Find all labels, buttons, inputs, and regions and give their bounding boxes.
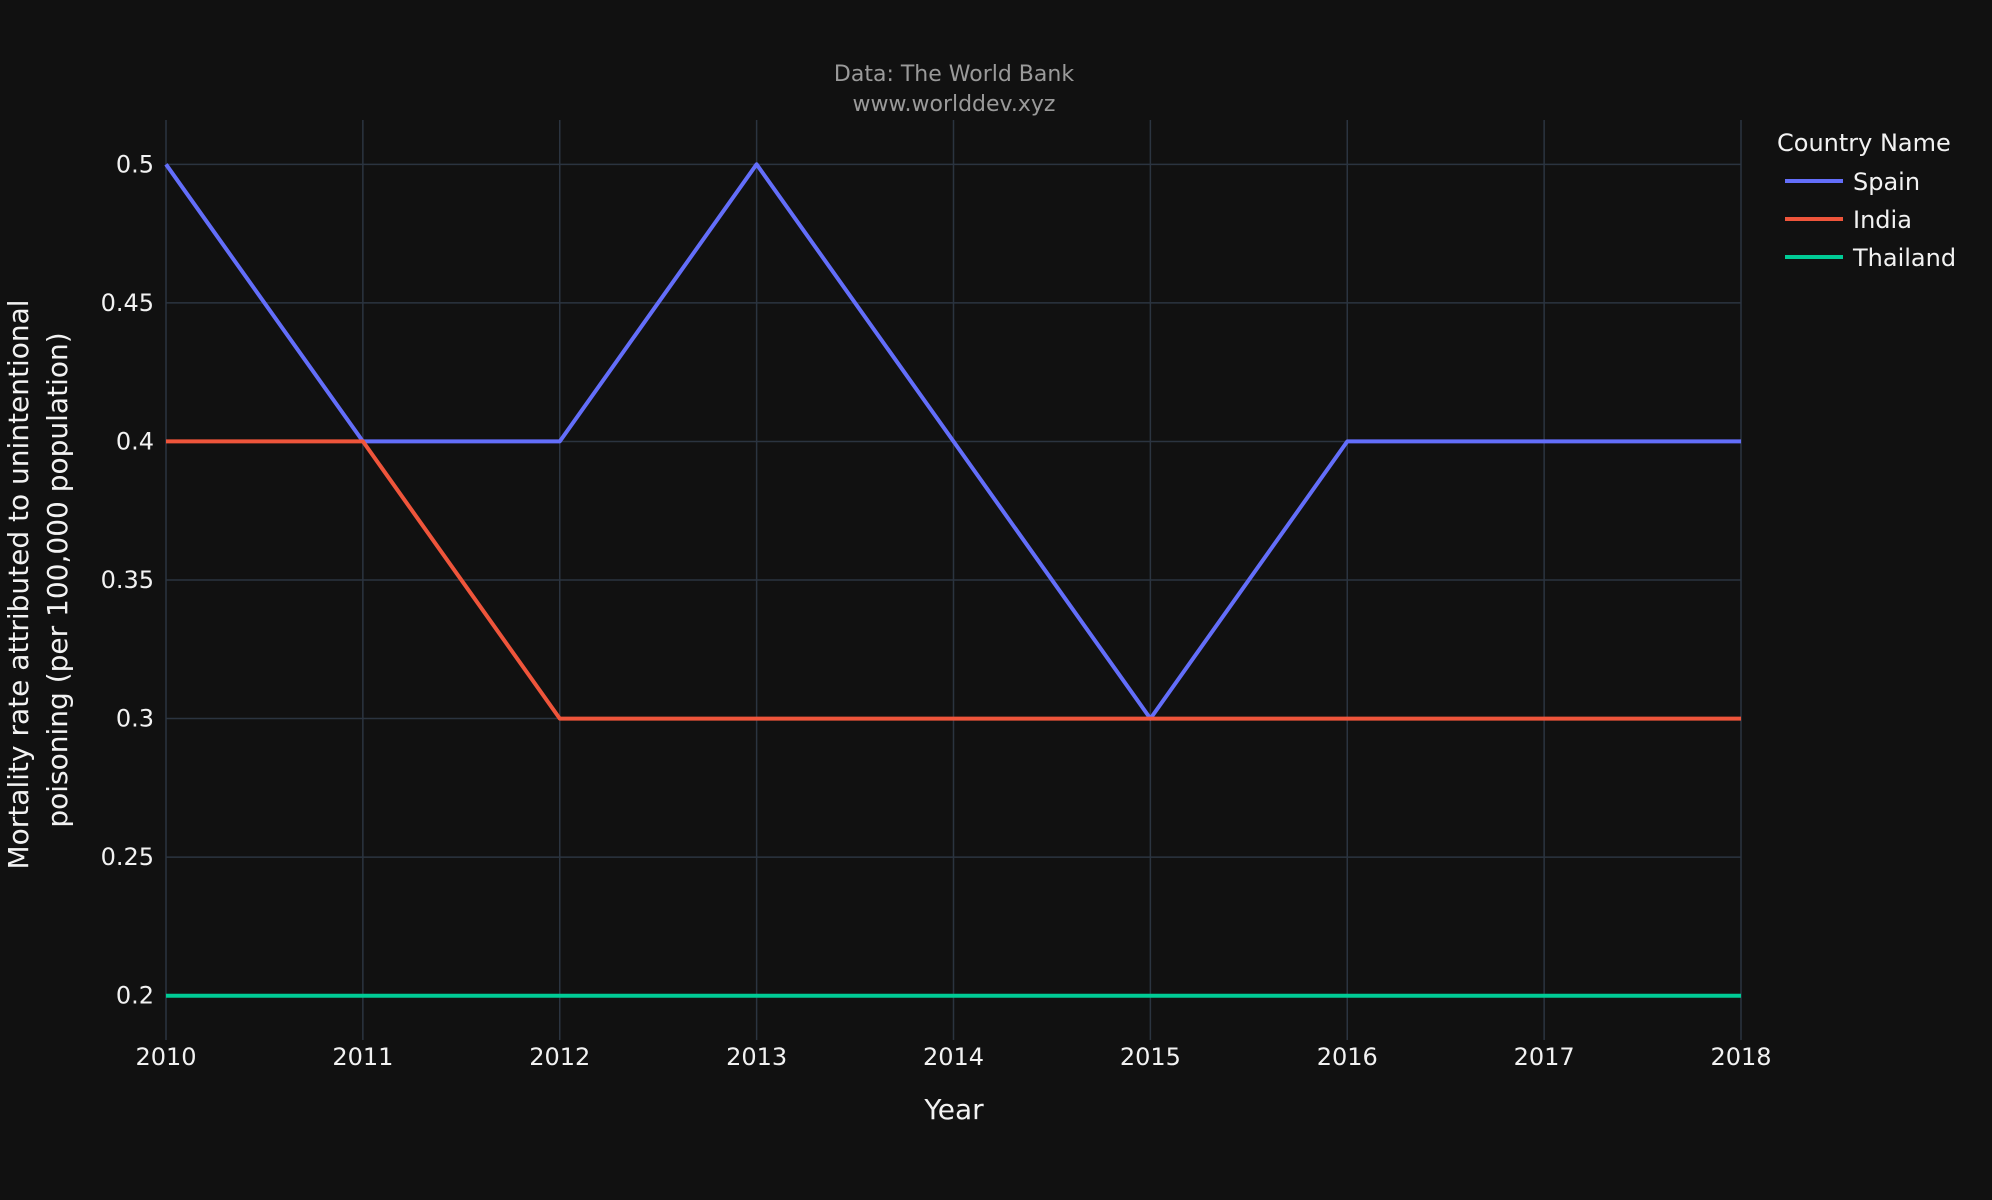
x-tick-label: 2010 <box>135 1043 196 1071</box>
x-tick-label: 2016 <box>1317 1043 1378 1071</box>
x-tick-label: 2013 <box>726 1043 787 1071</box>
legend-title: Country Name <box>1777 129 1951 157</box>
y-tick-label: 0.25 <box>101 843 154 871</box>
y-axis-title-line-2: poisoning (per 100,000 population) <box>41 332 74 827</box>
x-axis-title: Year <box>923 1093 984 1126</box>
x-axis-ticks: 2010 2011 2012 2013 2014 2015 2016 2017 2018 <box>135 1043 1771 1071</box>
x-tick-label: 2012 <box>529 1043 590 1071</box>
x-tick-label: 2015 <box>1120 1043 1181 1071</box>
x-tick-label: 2014 <box>923 1043 984 1071</box>
y-tick-label: 0.4 <box>116 427 154 455</box>
x-tick-label: 2018 <box>1710 1043 1771 1071</box>
y-tick-label: 0.2 <box>116 982 154 1010</box>
y-tick-label: 0.35 <box>101 566 154 594</box>
legend-label-india: India <box>1853 206 1912 234</box>
legend-label-spain: Spain <box>1853 168 1920 196</box>
series-line-spain <box>164 162 1741 721</box>
y-axis-title: Mortality rate attributed to unintention… <box>2 291 74 870</box>
source-line-1: Data: The World Bank <box>834 62 1074 87</box>
y-axis-title-line-1: Mortality rate attributed to unintention… <box>2 299 35 869</box>
x-tick-label: 2011 <box>332 1043 393 1071</box>
y-tick-label: 0.3 <box>116 705 154 733</box>
source-line-2: www.worlddev.xyz <box>853 92 1056 117</box>
y-axis-ticks: 0.2 0.25 0.3 0.35 0.4 0.45 0.5 <box>101 150 154 1009</box>
y-tick-label: 0.45 <box>101 289 154 317</box>
series-line-india <box>166 439 1741 721</box>
legend-label-thailand: Thailand <box>1852 244 1956 272</box>
source-annotation: Data: The World Bank www.worlddev.xyz <box>834 62 1074 117</box>
x-tick-label: 2017 <box>1514 1043 1575 1071</box>
series-lines <box>164 162 1741 998</box>
grid <box>165 120 1742 1040</box>
y-tick-label: 0.5 <box>116 150 154 178</box>
legend: Country Name Spain India Thailand <box>1777 129 1956 272</box>
